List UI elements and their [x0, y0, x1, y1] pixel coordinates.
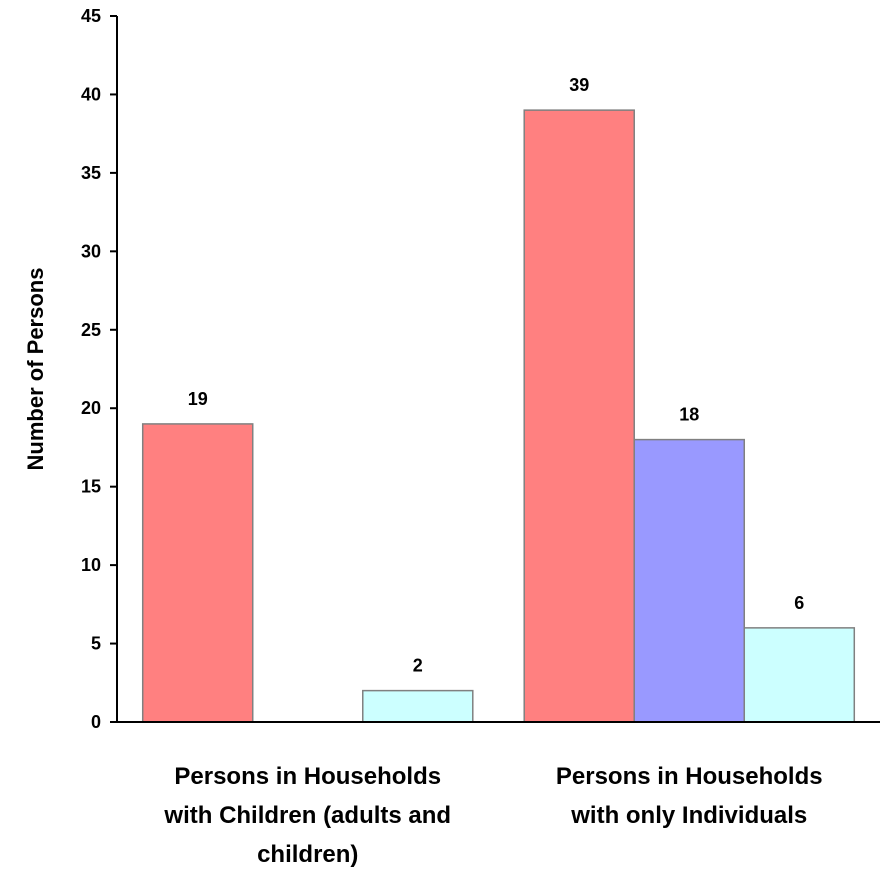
data-label: 18 [679, 405, 699, 425]
bar-series-1-category-2 [524, 110, 634, 722]
bar-series-1-category-1 [143, 424, 253, 722]
y-tick-label: 40 [81, 84, 101, 104]
y-tick-label: 35 [81, 163, 101, 183]
y-axis-ticks: 0 5 10 15 20 25 30 35 40 45 [81, 6, 117, 732]
y-tick-label: 5 [91, 634, 101, 654]
bar-series-2-category-2 [634, 440, 744, 722]
y-tick-label: 30 [81, 241, 101, 261]
bars [143, 110, 855, 722]
y-tick-label: 15 [81, 477, 101, 497]
category-label-line: Persons in Households [174, 763, 441, 790]
data-label: 19 [188, 389, 208, 409]
category-label-line: children) [257, 841, 358, 868]
category-label-line: Persons in Households [556, 763, 823, 790]
category-label-line: with only Individuals [570, 802, 807, 829]
category-labels: Persons in Households with Children (adul… [163, 763, 822, 868]
y-tick-label: 20 [81, 398, 101, 418]
data-label: 39 [569, 75, 589, 95]
data-label: 2 [413, 656, 423, 676]
bar-series-3-category-2 [744, 628, 854, 722]
bar-series-3-category-1 [363, 691, 473, 722]
y-axis-title: Number of Persons [23, 268, 48, 471]
y-tick-label: 45 [81, 6, 101, 26]
y-tick-label: 25 [81, 320, 101, 340]
y-tick-label: 10 [81, 555, 101, 575]
y-tick-label: 0 [91, 712, 101, 732]
category-label-line: with Children (adults and [163, 802, 451, 829]
data-label: 6 [794, 593, 804, 613]
